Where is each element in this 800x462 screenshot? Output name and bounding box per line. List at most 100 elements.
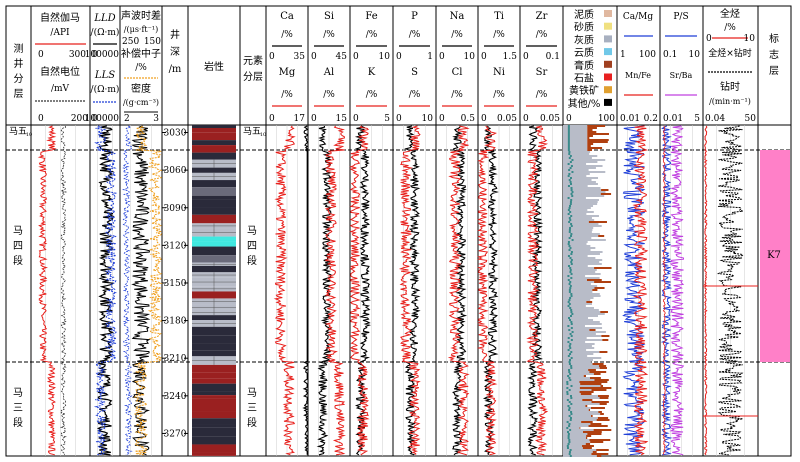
mineral-clay xyxy=(568,289,571,291)
mineral-dolomite xyxy=(563,165,603,167)
mineral-clay xyxy=(567,197,570,199)
mineral-clay xyxy=(567,209,570,211)
mineral-gypsum xyxy=(599,351,608,353)
mineral-gypsum xyxy=(587,127,597,129)
element-name-bottom: K xyxy=(368,67,376,78)
lls-range-min: 0 xyxy=(92,114,98,124)
mineral-dolomite xyxy=(563,351,600,353)
mineral-dolomite xyxy=(563,171,606,173)
mineral-clay xyxy=(569,419,572,421)
element-curve-bottom xyxy=(476,125,498,456)
mineral-dolomite xyxy=(563,187,601,189)
mineral-clay xyxy=(569,373,572,375)
mineral-dolomite xyxy=(563,339,603,341)
mineral-dolomite xyxy=(563,387,580,389)
mineral-gypsum xyxy=(594,287,605,289)
mineral-dolomite xyxy=(563,245,591,247)
mineral-gypsum xyxy=(587,139,609,141)
strat-header-char: 层 xyxy=(14,88,24,100)
mineral-legend-swatch xyxy=(604,98,612,106)
mineral-dolomite xyxy=(563,365,599,367)
gas-times-title: 全烃×钻时 xyxy=(708,47,752,59)
element-name-top: P xyxy=(411,11,418,22)
mineral-dolomite xyxy=(563,383,581,385)
mineral-gypsum xyxy=(585,443,591,445)
mineral-dolomite xyxy=(563,127,588,129)
element-range2-max: 5 xyxy=(384,114,390,124)
mineral-gypsum xyxy=(596,449,609,451)
mineral-dolomite xyxy=(563,405,586,407)
mineral-dolomite xyxy=(563,381,580,383)
mineral-clay xyxy=(569,353,572,355)
cnl-unit: /% xyxy=(135,63,147,73)
mineral-gypsum xyxy=(579,391,594,393)
element-unit-bottom: /% xyxy=(366,90,378,100)
ratio1-bottom-title: Mn/Fe xyxy=(625,71,651,80)
element-name-bottom: Cl xyxy=(452,67,463,78)
lld-range-min: 0 xyxy=(92,50,98,60)
mineral-clay xyxy=(567,279,570,281)
mineral-dolomite xyxy=(563,139,588,141)
mineral-dolomite xyxy=(563,441,591,443)
mineral-gypsum xyxy=(593,373,601,375)
mn-fe-curve xyxy=(632,125,649,456)
mineral-dolomite xyxy=(563,149,588,151)
lithology-bed xyxy=(192,427,236,437)
mineral-clay xyxy=(567,145,570,147)
lithology-bed xyxy=(192,180,236,188)
lithology-bed xyxy=(192,335,236,344)
mineral-clay xyxy=(570,187,573,189)
mineral-clay xyxy=(570,233,573,235)
mineral-dolomite xyxy=(563,233,600,235)
marker-title-char: 志 xyxy=(769,48,779,61)
mineral-dolomite xyxy=(563,191,606,193)
mineral-gypsum xyxy=(586,301,593,303)
ratio2-range-min: 0.1 xyxy=(663,50,677,60)
lithology-bed xyxy=(192,152,236,160)
mineral-clay xyxy=(568,453,571,455)
mineral-dolomite xyxy=(563,427,580,429)
mineral-gypsum xyxy=(588,409,591,411)
mineral-dolomite xyxy=(563,437,586,439)
mineral-dolomite xyxy=(563,369,589,371)
mineral-clay xyxy=(570,295,573,297)
sp-range-min: 0 xyxy=(38,114,44,124)
mineral-gypsum xyxy=(599,367,607,369)
mineral-dolomite xyxy=(563,181,596,183)
mineral-range-max: 100 xyxy=(598,114,615,124)
mineral-dolomite xyxy=(563,407,591,409)
mineral-clay xyxy=(570,223,573,225)
mineral-clay xyxy=(568,245,571,247)
mineral-clay xyxy=(570,189,573,191)
mineral-clay xyxy=(571,313,574,315)
lithology-title: 岩性 xyxy=(204,60,224,73)
mineral-gypsum xyxy=(582,399,593,401)
mineral-dolomite xyxy=(563,199,599,201)
mineral-legend-label: 泥质 xyxy=(574,8,594,21)
lithology-bed xyxy=(192,424,236,428)
mineral-gypsum xyxy=(587,143,594,145)
mineral-clay xyxy=(569,315,572,317)
element-range-min: 0 xyxy=(269,52,275,62)
mineral-dolomite xyxy=(563,321,600,323)
mineral-clay xyxy=(567,355,570,357)
gr-range-max: 300 xyxy=(69,50,86,60)
depth-tick-label: 3180 xyxy=(164,317,187,327)
den-title: 密度 xyxy=(131,82,151,95)
mineral-dolomite xyxy=(563,305,586,307)
gr-unit: /API xyxy=(50,28,70,38)
layer-label-ma4-char: 四 xyxy=(13,241,23,252)
mineral-dolomite xyxy=(563,389,592,391)
mineral-dolomite xyxy=(563,281,595,283)
mineral-dolomite xyxy=(563,231,592,233)
mineral-gypsum xyxy=(590,423,602,425)
mineral-clay xyxy=(567,133,570,135)
element-range-min: 0 xyxy=(353,52,359,62)
mineral-gypsum xyxy=(579,381,608,383)
mineral-clay xyxy=(567,325,570,327)
mineral-dolomite xyxy=(563,167,596,169)
element-curve-top xyxy=(302,125,309,455)
cnl-title: 补偿中子 xyxy=(121,47,161,60)
lithology-bed xyxy=(192,207,236,215)
element-layer-ma4-char: 四 xyxy=(247,241,257,252)
